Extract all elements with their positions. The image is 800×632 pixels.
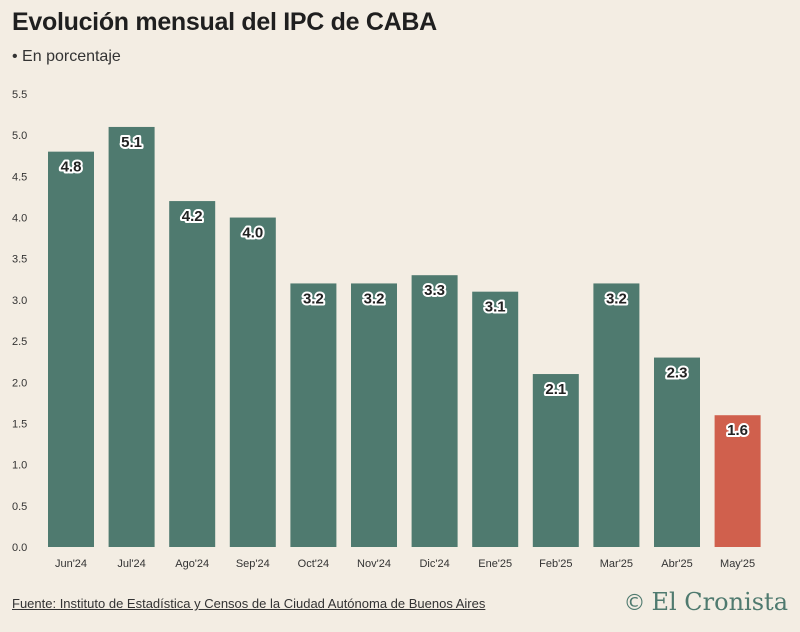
x-tick-label: Feb'25 bbox=[539, 558, 572, 570]
y-tick-label: 5.5 bbox=[12, 89, 27, 101]
y-tick-label: 3.5 bbox=[12, 254, 27, 266]
bar bbox=[290, 283, 337, 547]
y-tick-label: 1.5 bbox=[12, 418, 27, 430]
y-tick-label: 0.0 bbox=[12, 542, 27, 554]
y-tick-label: 4.5 bbox=[12, 171, 27, 183]
x-tick-label: Oct'24 bbox=[298, 558, 329, 570]
y-tick-label: 2.5 bbox=[12, 336, 27, 348]
y-tick-label: 2.0 bbox=[12, 377, 27, 389]
x-tick-label: Ago'24 bbox=[175, 558, 209, 570]
y-tick-label: 4.0 bbox=[12, 213, 27, 225]
x-tick-label: Mar'25 bbox=[600, 558, 633, 570]
y-tick-label: 3.0 bbox=[12, 295, 27, 307]
logo-text: El Cronista bbox=[651, 588, 788, 616]
source-note[interactable]: Fuente: Instituto de Estadística y Censo… bbox=[12, 596, 486, 611]
data-label: 1.6 bbox=[727, 422, 748, 439]
bar bbox=[108, 126, 155, 547]
bar bbox=[532, 374, 579, 547]
x-tick-label: Sep'24 bbox=[236, 558, 270, 570]
bar bbox=[48, 151, 94, 547]
chart-title: Evolución mensual del IPC de CABA bbox=[12, 8, 437, 36]
el-cronista-logo: © El Cronista bbox=[623, 588, 788, 616]
bar bbox=[714, 415, 761, 547]
bar bbox=[411, 275, 458, 547]
bar bbox=[169, 201, 216, 547]
copyright-icon: © bbox=[623, 591, 646, 616]
data-label: 4.0 bbox=[242, 225, 263, 242]
x-tick-label: Jul'24 bbox=[117, 558, 145, 570]
data-label: 2.1 bbox=[545, 381, 566, 398]
y-tick-label: 5.0 bbox=[12, 130, 27, 142]
bar bbox=[593, 283, 640, 547]
data-label: 3.2 bbox=[303, 290, 324, 307]
data-label: 3.2 bbox=[364, 290, 385, 307]
data-label: 4.2 bbox=[182, 208, 203, 225]
bar bbox=[654, 357, 700, 547]
chart-subtitle: • En porcentaje bbox=[12, 48, 121, 65]
x-tick-label: Abr'25 bbox=[661, 558, 692, 570]
bar bbox=[351, 283, 397, 547]
bar bbox=[229, 217, 276, 547]
data-label: 5.1 bbox=[121, 134, 142, 151]
data-label: 3.3 bbox=[424, 282, 445, 299]
y-tick-label: 0.5 bbox=[12, 501, 27, 513]
y-tick-label: 1.0 bbox=[12, 460, 27, 472]
x-tick-label: May'25 bbox=[720, 558, 755, 570]
data-label: 3.2 bbox=[606, 290, 627, 307]
x-tick-label: Ene'25 bbox=[478, 558, 512, 570]
x-tick-label: Nov'24 bbox=[357, 558, 391, 570]
data-label: 3.1 bbox=[485, 299, 506, 316]
bar bbox=[472, 291, 519, 547]
data-label: 4.8 bbox=[61, 159, 82, 176]
x-tick-label: Jun'24 bbox=[55, 558, 87, 570]
data-label: 2.3 bbox=[667, 365, 688, 382]
x-tick-label: Dic'24 bbox=[419, 558, 449, 570]
